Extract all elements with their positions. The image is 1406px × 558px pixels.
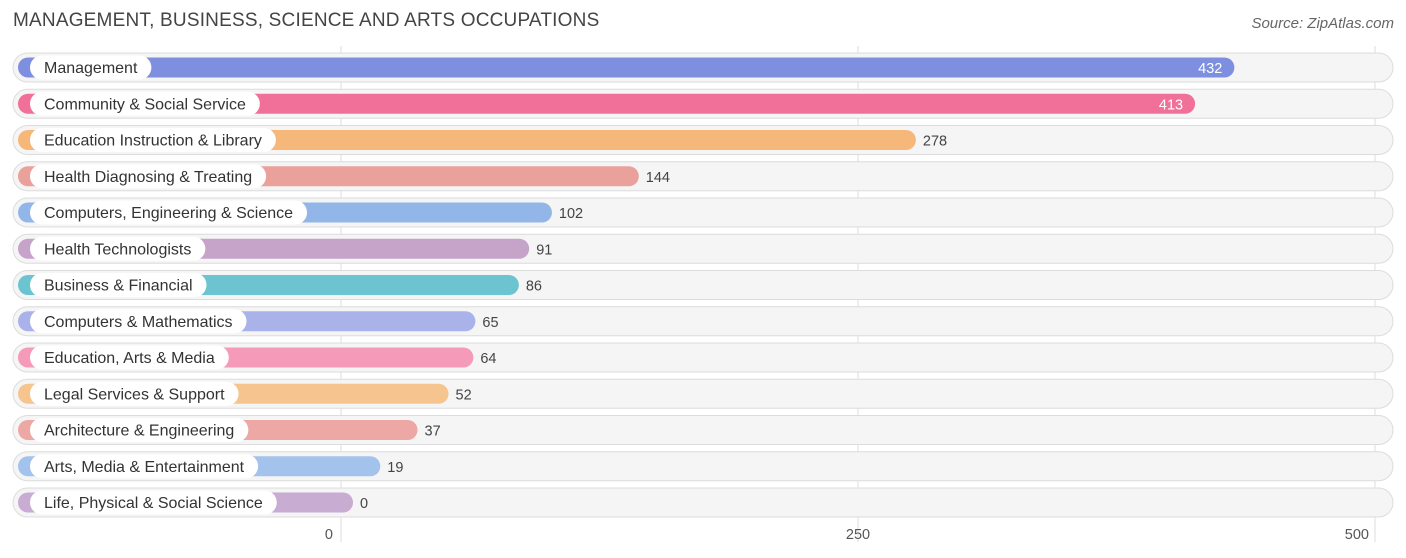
- value-label: 432: [1198, 61, 1222, 77]
- category-label: Life, Physical & Social Science: [44, 495, 263, 512]
- chart-title: MANAGEMENT, BUSINESS, SCIENCE AND ARTS O…: [13, 10, 600, 31]
- x-axis: 0 250 500: [325, 527, 1369, 543]
- bar-row: Architecture & Engineering 37: [12, 415, 1394, 445]
- value-label: 413: [1159, 97, 1183, 113]
- bar-row: Education, Arts & Media 64: [12, 342, 1394, 373]
- category-label-pill: [30, 309, 247, 334]
- value-label: 278: [923, 134, 947, 150]
- bar-row: Legal Services & Support 52: [12, 378, 1394, 409]
- value-label: 19: [387, 460, 403, 476]
- value-label: 65: [482, 315, 498, 331]
- bar-row: Life, Physical & Social Science 0: [12, 487, 1394, 518]
- value-label: 37: [425, 424, 441, 440]
- category-label-pill: [30, 91, 260, 116]
- category-label: Legal Services & Support: [44, 386, 225, 403]
- bar-row: Arts, Media & Entertainment 19: [12, 451, 1394, 482]
- category-label: Architecture & Engineering: [44, 423, 234, 440]
- category-label-pill: [30, 345, 229, 370]
- category-label: Education Instruction & Library: [44, 133, 262, 150]
- value-label: 0: [360, 496, 368, 512]
- category-label: Arts, Media & Entertainment: [44, 459, 245, 476]
- value-label: 64: [480, 351, 496, 367]
- x-tick-label: 250: [846, 527, 870, 543]
- category-label-pill: [30, 164, 267, 189]
- value-label: 91: [536, 242, 552, 258]
- x-tick-label: 500: [1345, 527, 1369, 543]
- category-label: Business & Financial: [44, 278, 193, 295]
- category-label-pill: [30, 418, 249, 442]
- bar-row: Business & Financial 86: [12, 270, 1394, 300]
- bar-track: [12, 487, 1394, 518]
- bar-row: Community & Social Service 413: [12, 88, 1394, 119]
- bar-row: Computers, Engineering & Science 102: [12, 197, 1394, 228]
- category-label-pill: [30, 490, 277, 515]
- category-label-pill: [30, 200, 308, 225]
- category-label-pill: [30, 273, 207, 297]
- category-label-pill: [30, 55, 152, 80]
- value-label: 102: [559, 206, 583, 222]
- bar: [18, 57, 1235, 78]
- bar-row: Education Instruction & Library 278: [12, 125, 1394, 155]
- bar-row: Computers & Mathematics 65: [12, 306, 1394, 337]
- chart-source: Source: ZipAtlas.com: [1251, 15, 1394, 32]
- x-tick-label: 0: [325, 527, 333, 543]
- category-label: Computers & Mathematics: [44, 314, 233, 331]
- category-label-pill: [30, 381, 239, 406]
- bar-row: Health Technologists 91: [12, 233, 1394, 264]
- value-label: 144: [646, 170, 670, 186]
- bar-row: Health Diagnosing & Treating 144: [12, 161, 1394, 192]
- category-label-pill: [30, 454, 259, 479]
- category-label-pill: [30, 236, 206, 261]
- category-label: Management: [44, 60, 138, 77]
- bar: [18, 93, 1196, 114]
- value-label: 52: [456, 387, 472, 403]
- bar-row: Management 432: [12, 52, 1394, 83]
- category-label: Health Diagnosing & Treating: [44, 169, 252, 186]
- category-label-pill: [30, 128, 276, 152]
- category-label: Computers, Engineering & Science: [44, 205, 293, 222]
- category-label: Community & Social Service: [44, 96, 246, 113]
- category-label: Health Technologists: [44, 241, 191, 258]
- value-label: 86: [526, 279, 542, 295]
- category-label: Education, Arts & Media: [44, 350, 215, 367]
